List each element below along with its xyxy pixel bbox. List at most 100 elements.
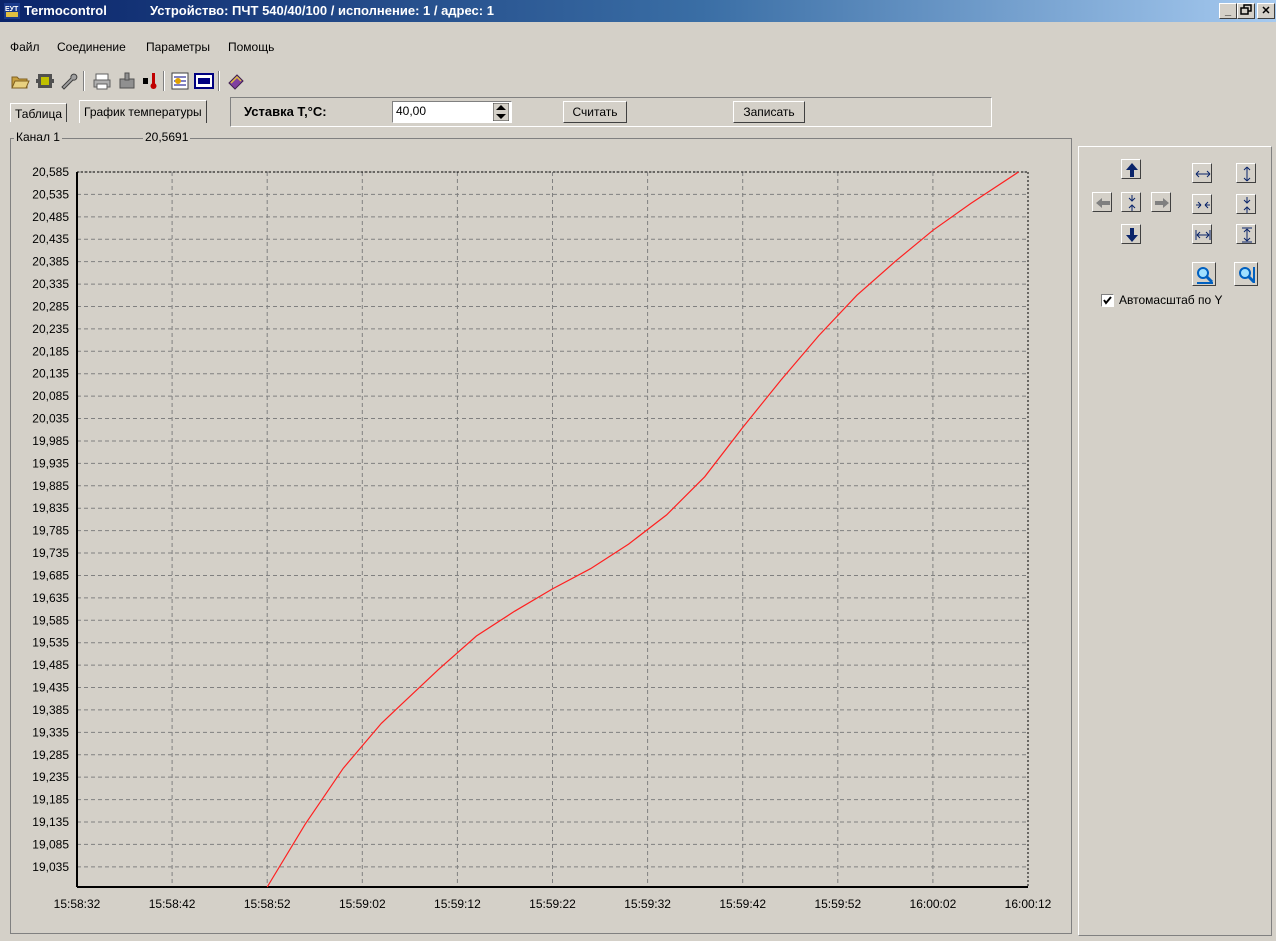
y-tick-label: 19,485 xyxy=(32,658,69,672)
menu-help[interactable]: Помощь xyxy=(228,40,275,54)
y-tick-label: 19,635 xyxy=(32,591,69,605)
temperature-chart: 15:58:32 15:58:42 15:58:52 15:59:02 15:59:12… xyxy=(32,165,1051,911)
toolbar-separator xyxy=(218,71,220,91)
y-tick-label: 19,385 xyxy=(32,703,69,717)
menu-connection[interactable]: Соединение xyxy=(57,40,126,54)
device-info: Устройство: ПЧТ 540/40/100 / исполнение:… xyxy=(150,3,494,18)
y-tick-label: 19,985 xyxy=(32,434,69,448)
pan-right-button[interactable] xyxy=(1151,192,1171,212)
pan-down-button[interactable] xyxy=(1121,224,1141,244)
menu-parameters[interactable]: Параметры xyxy=(146,40,210,54)
temperature-series-line xyxy=(266,171,1019,888)
y-tick-label: 20,485 xyxy=(32,210,69,224)
zoom-icon xyxy=(1197,267,1214,284)
y-tick-label: 19,185 xyxy=(32,793,69,807)
spin-updown-icon[interactable] xyxy=(493,103,509,121)
device-read-icon[interactable] xyxy=(117,71,137,91)
x-tick-label: 15:59:02 xyxy=(339,897,386,911)
restore-icon xyxy=(1240,4,1252,15)
x-tick-label: 15:58:42 xyxy=(149,897,196,911)
center-vertical-button[interactable] xyxy=(1121,192,1141,212)
save-device-icon[interactable] xyxy=(35,71,55,91)
zoom-reset-icon xyxy=(1239,267,1256,284)
y-tick-label: 19,035 xyxy=(32,860,69,874)
compress-vertical-icon xyxy=(1128,195,1136,211)
y-tick-label: 19,935 xyxy=(32,456,69,470)
toolbar xyxy=(0,69,400,95)
read-button[interactable]: Считать xyxy=(563,101,627,123)
open-folder-icon[interactable] xyxy=(10,71,30,91)
compress-horizontal-icon xyxy=(1196,201,1210,209)
y-tick-label: 20,335 xyxy=(32,277,69,291)
zoom-out-button[interactable] xyxy=(1234,262,1258,286)
y-tick-label: 19,885 xyxy=(32,479,69,493)
arrow-up-icon xyxy=(1126,163,1138,177)
print-icon[interactable] xyxy=(92,71,112,91)
write-button[interactable]: Записать xyxy=(733,101,805,123)
x-tick-label: 15:58:52 xyxy=(244,897,291,911)
toolbar-separator xyxy=(163,71,165,91)
zoom-in-button[interactable] xyxy=(1192,262,1216,286)
channel-group xyxy=(10,138,1072,934)
thermometer-icon[interactable] xyxy=(140,71,160,91)
arrow-right-icon xyxy=(1155,198,1169,208)
y-tick-label: 20,085 xyxy=(32,389,69,403)
x-tick-label: 15:59:12 xyxy=(434,897,481,911)
x-tick-label: 15:59:22 xyxy=(529,897,576,911)
compress-vertical-button[interactable] xyxy=(1236,194,1256,214)
compress-vertical-icon xyxy=(1243,197,1251,213)
display-icon[interactable] xyxy=(194,71,214,91)
book-icon[interactable] xyxy=(226,71,246,91)
setpoint-panel xyxy=(230,97,992,127)
x-tick-label: 16:00:02 xyxy=(910,897,957,911)
expand-horizontal-icon xyxy=(1195,170,1211,178)
y-tick-label: 20,385 xyxy=(32,255,69,269)
svg-text:ЕУТ: ЕУТ xyxy=(5,6,19,13)
y-tick-label: 19,335 xyxy=(32,725,69,739)
x-tick-label: 15:59:42 xyxy=(719,897,766,911)
expand-vertical-button[interactable] xyxy=(1236,163,1256,183)
tab-temperature-chart[interactable]: График температуры xyxy=(79,100,207,123)
setpoint-label: Уставка Т,°С: xyxy=(244,104,327,119)
y-tick-label: 19,535 xyxy=(32,636,69,650)
menu-file[interactable]: Файл xyxy=(10,40,40,54)
y-tick-label: 20,035 xyxy=(32,412,69,426)
chart-navigation-panel xyxy=(1078,146,1272,936)
pan-left-button[interactable] xyxy=(1092,192,1112,212)
minimize-button[interactable]: _ xyxy=(1219,3,1237,19)
tab-table[interactable]: Таблица xyxy=(10,103,68,122)
x-tick-label: 15:59:32 xyxy=(624,897,671,911)
y-tick-label: 20,435 xyxy=(32,232,69,246)
setpoint-field[interactable]: 40,00 xyxy=(392,101,512,123)
chart-settings-icon[interactable] xyxy=(170,71,190,91)
setpoint-value[interactable]: 40,00 xyxy=(396,104,427,118)
y-tick-label: 20,535 xyxy=(32,187,69,201)
y-tick-label: 19,135 xyxy=(32,815,69,829)
toolbar-separator xyxy=(83,71,85,91)
wrench-icon[interactable] xyxy=(58,71,78,91)
fit-horizontal-icon xyxy=(1195,230,1211,240)
compress-horizontal-button[interactable] xyxy=(1192,194,1212,214)
y-tick-label: 19,435 xyxy=(32,681,69,695)
y-tick-label: 19,685 xyxy=(32,568,69,582)
fit-vertical-icon xyxy=(1242,227,1252,243)
y-tick-label: 19,785 xyxy=(32,524,69,538)
expand-horizontal-button[interactable] xyxy=(1192,163,1212,183)
pan-up-button[interactable] xyxy=(1121,159,1141,179)
y-tick-label: 20,235 xyxy=(32,322,69,336)
x-tick-label: 15:59:52 xyxy=(814,897,861,911)
fit-vertical-button[interactable] xyxy=(1236,224,1256,244)
close-button[interactable]: ✕ xyxy=(1257,3,1275,19)
y-tick-label: 20,285 xyxy=(32,299,69,313)
y-tick-label: 19,735 xyxy=(32,546,69,560)
autoscale-checkbox[interactable] xyxy=(1101,294,1114,307)
y-tick-label: 19,285 xyxy=(32,748,69,762)
y-tick-label: 19,835 xyxy=(32,501,69,515)
checkmark-icon xyxy=(1103,296,1112,305)
channel-label: Канал 1 xyxy=(14,130,62,144)
fit-horizontal-button[interactable] xyxy=(1192,224,1212,244)
maximize-button[interactable] xyxy=(1237,3,1255,19)
y-tick-label: 20,135 xyxy=(32,367,69,381)
arrow-left-icon xyxy=(1096,198,1110,208)
y-tick-label: 19,585 xyxy=(32,613,69,627)
